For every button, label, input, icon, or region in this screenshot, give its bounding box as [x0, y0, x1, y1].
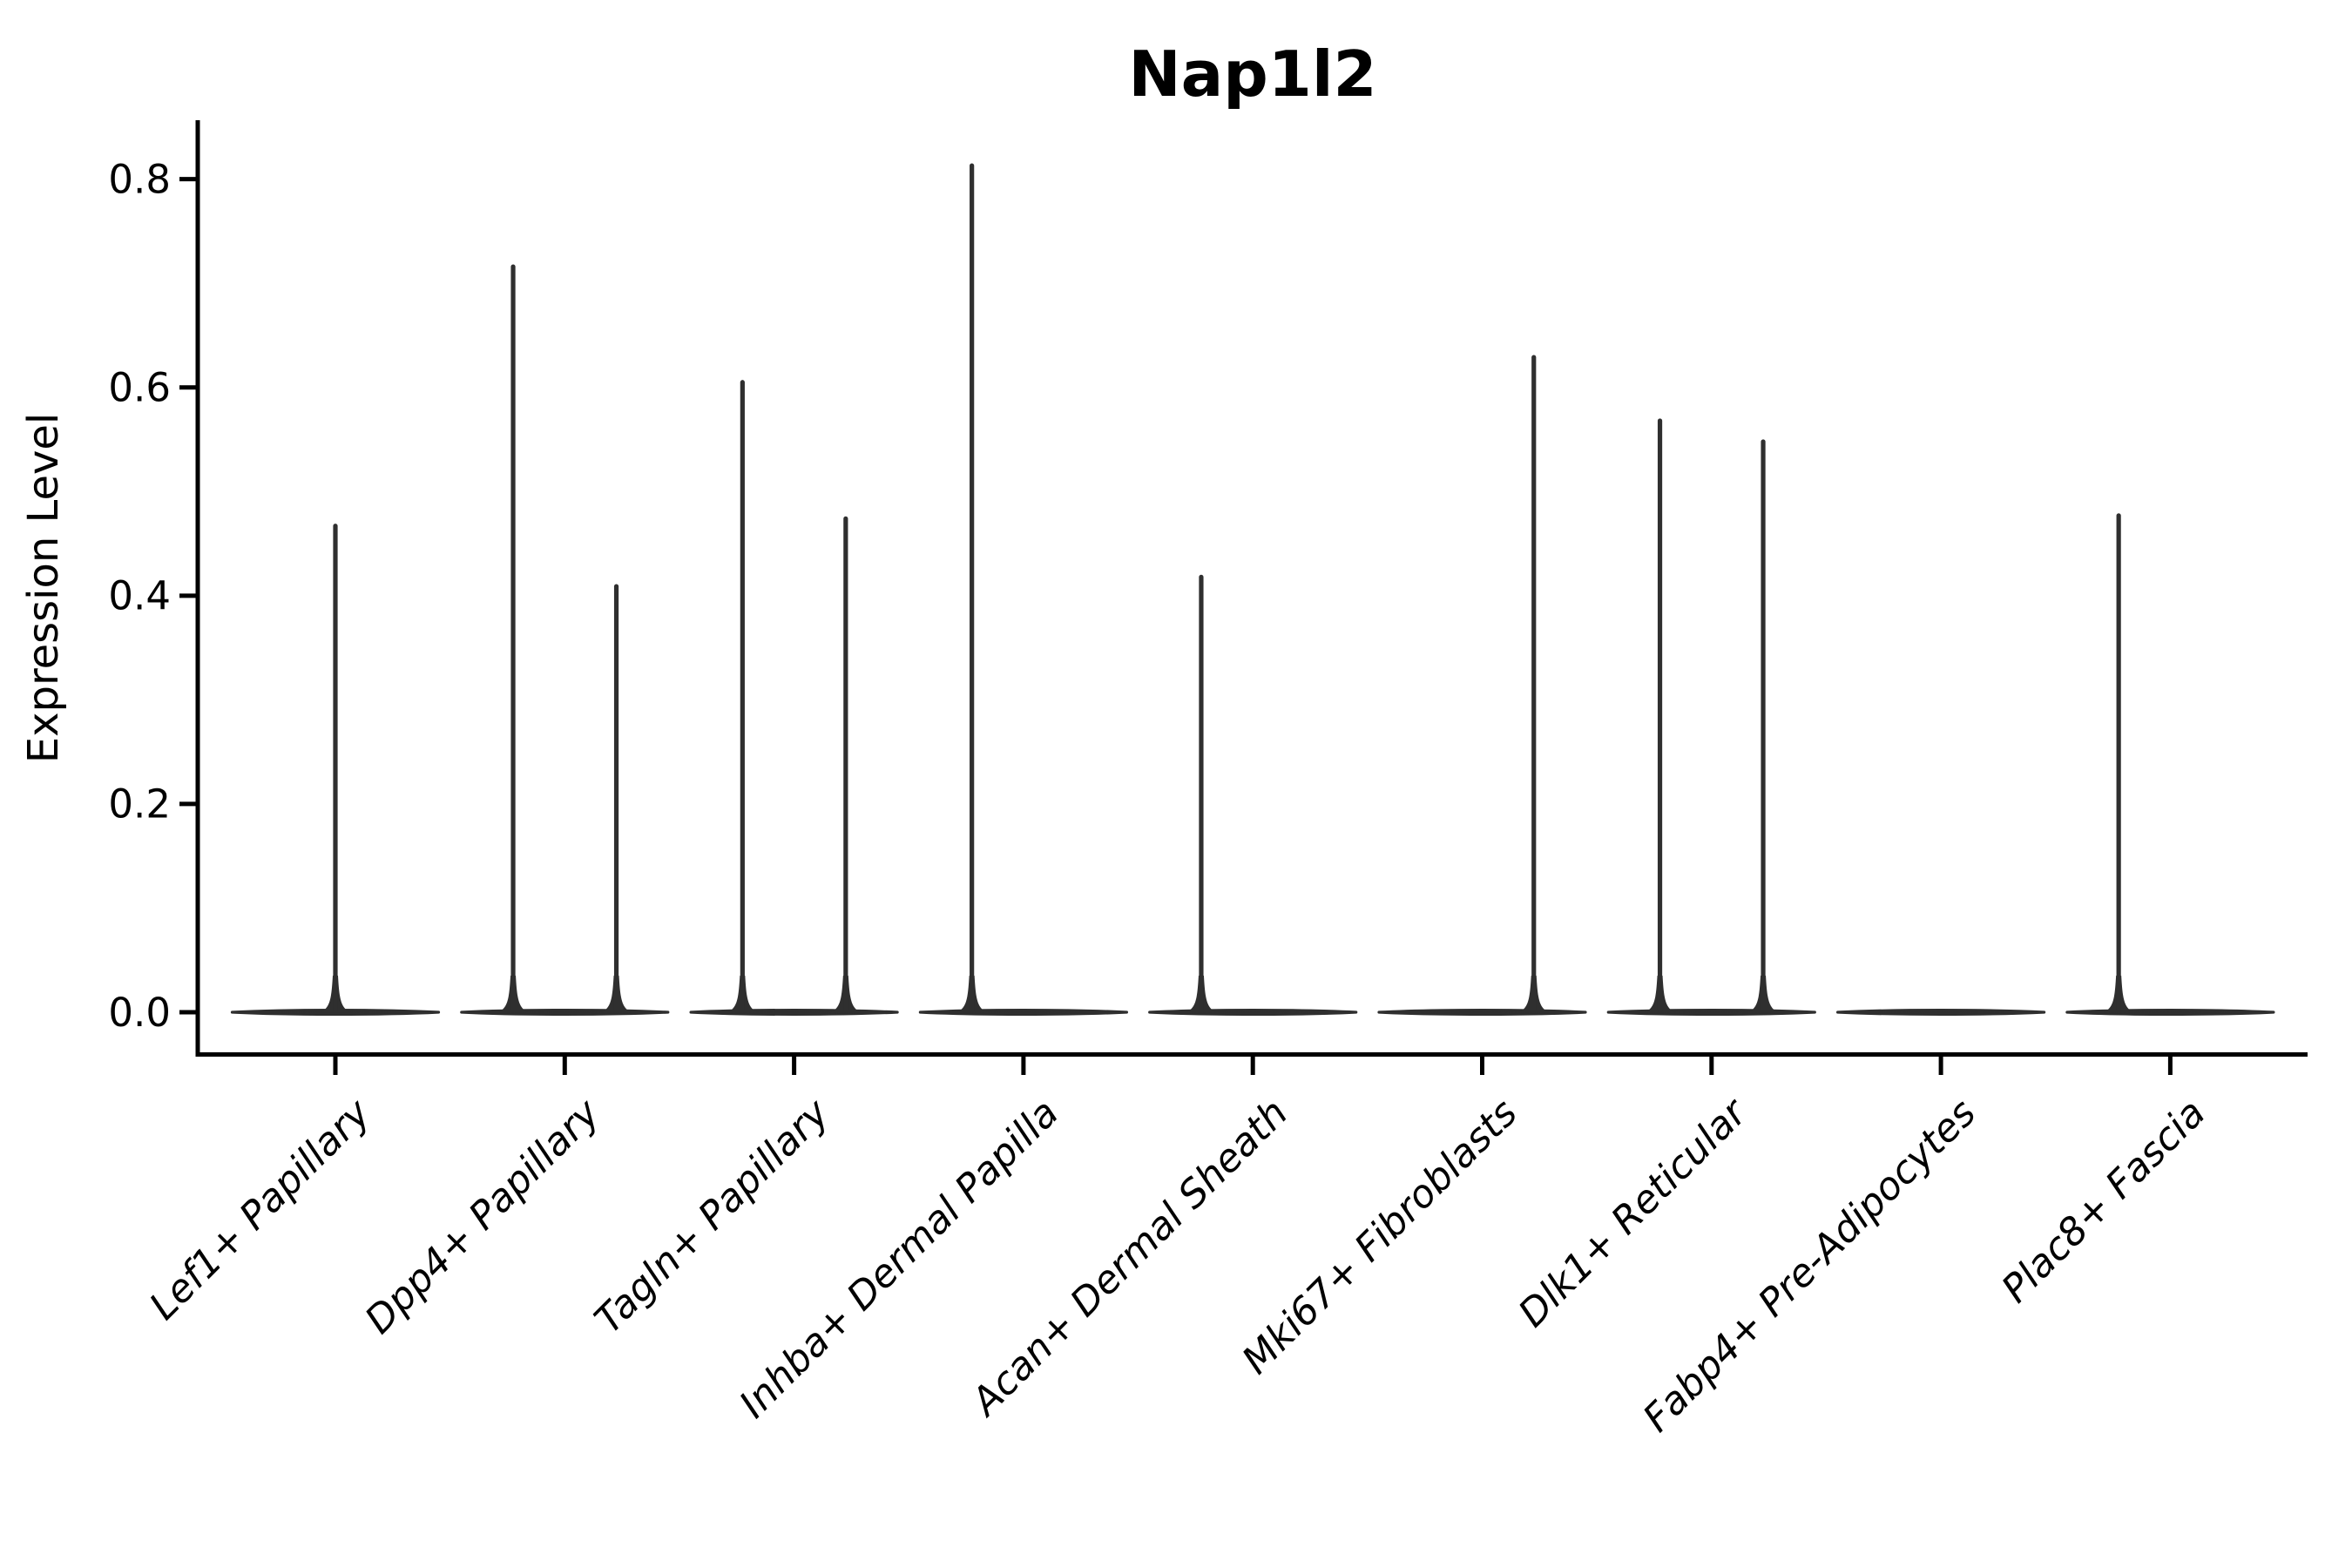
y-tick-label: 0.2	[108, 781, 171, 828]
violin-body	[1836, 1009, 2046, 1016]
violin-group	[1377, 355, 1587, 1016]
violins-layer	[230, 163, 2275, 1016]
x-tick-label: Lef1+ Papillary	[141, 1090, 380, 1328]
violin-group	[460, 264, 670, 1016]
violin-group	[230, 524, 441, 1016]
y-tick-label: 0.6	[108, 365, 171, 411]
violin-body	[918, 1009, 1128, 1016]
violin-group	[1836, 1009, 2046, 1016]
violin-group	[689, 380, 899, 1016]
y-tick-label: 0.8	[108, 156, 171, 202]
chart-title: Nap1l2	[1128, 37, 1376, 111]
violin-body	[460, 1009, 670, 1016]
x-tick-label: Tagln+ Papillary	[586, 1090, 838, 1342]
y-axis-label: Expression Level	[19, 413, 68, 764]
violin-body	[1606, 1009, 1816, 1016]
x-tick-label: Dlk1+ Reticular	[1511, 1089, 1757, 1335]
x-tick-label: Dpp4+ Papillary	[356, 1090, 609, 1342]
violin-body	[1148, 1009, 1358, 1016]
x-tick-label: Plac8+ Fascia	[1993, 1091, 2213, 1311]
violin-group	[1148, 574, 1358, 1016]
violin-group	[2065, 513, 2275, 1016]
violin-group	[1606, 418, 1816, 1016]
axes-layer	[179, 120, 2308, 1075]
violin-body	[689, 1009, 899, 1016]
y-tick-label: 0.4	[108, 573, 171, 619]
violin-body	[2065, 1009, 2275, 1016]
y-tick-label: 0.0	[108, 990, 171, 1036]
violin-group	[918, 163, 1128, 1016]
violin-body	[1377, 1009, 1587, 1016]
